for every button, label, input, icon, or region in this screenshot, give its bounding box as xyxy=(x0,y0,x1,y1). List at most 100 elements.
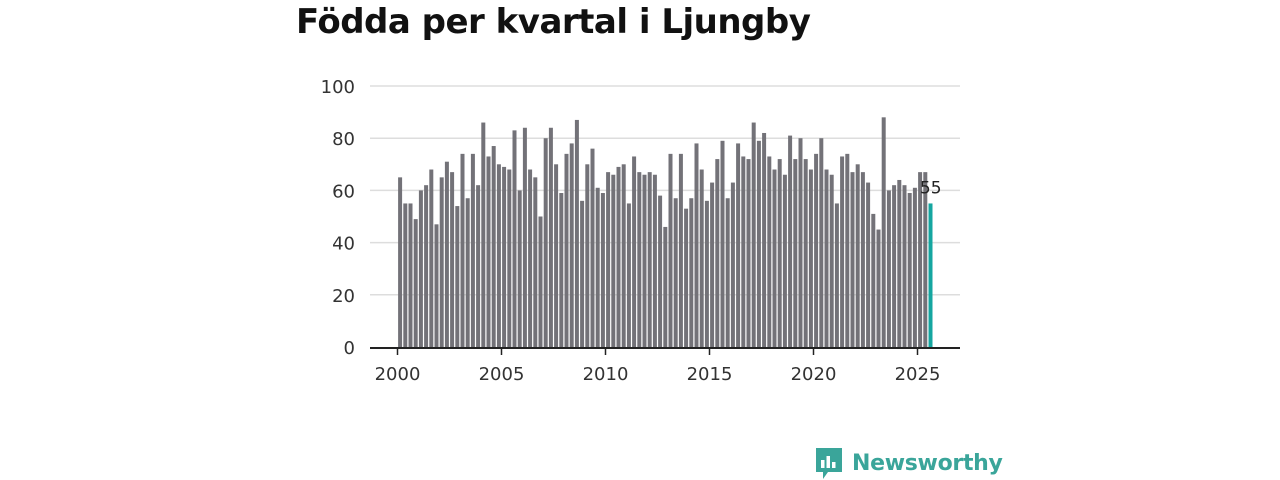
bar xyxy=(460,153,465,347)
bar xyxy=(658,195,663,347)
y-tick-label: 60 xyxy=(332,181,355,202)
bar xyxy=(814,153,819,347)
bar xyxy=(616,166,621,347)
bar xyxy=(512,130,517,347)
bar xyxy=(918,172,923,347)
bar xyxy=(538,216,543,347)
bar xyxy=(429,169,434,347)
bar xyxy=(725,198,730,347)
bar xyxy=(803,159,808,347)
bar xyxy=(595,187,600,347)
bar xyxy=(600,193,605,347)
bar xyxy=(897,179,902,347)
bar xyxy=(788,135,793,347)
bar xyxy=(439,177,444,347)
bar xyxy=(517,190,522,347)
bar xyxy=(470,153,475,347)
bar xyxy=(845,153,850,347)
bar xyxy=(663,226,668,347)
x-tick-label: 2025 xyxy=(895,364,941,385)
bar xyxy=(507,169,512,347)
bars xyxy=(398,117,933,348)
bar xyxy=(585,164,590,347)
bar xyxy=(710,182,715,347)
bar xyxy=(746,159,751,347)
bar xyxy=(777,159,782,347)
bar xyxy=(860,172,865,347)
y-axis-ticks: 0 20 40 60 80 100 xyxy=(321,77,355,359)
bar xyxy=(834,203,839,347)
x-tick-label: 2005 xyxy=(479,364,525,385)
bar xyxy=(892,185,897,347)
bar xyxy=(782,174,787,347)
bar xyxy=(907,193,912,347)
bar xyxy=(554,164,559,347)
y-tick-label: 20 xyxy=(332,286,355,307)
bar xyxy=(886,190,891,347)
bar xyxy=(902,185,907,347)
bar xyxy=(762,132,767,347)
y-tick-label: 80 xyxy=(332,129,355,150)
last-value-label: 55 xyxy=(920,178,942,198)
bar xyxy=(606,172,611,347)
bar xyxy=(876,229,881,347)
bar xyxy=(678,153,683,347)
bar xyxy=(543,138,548,347)
bar xyxy=(751,122,756,347)
y-tick-label: 40 xyxy=(332,234,355,255)
bar xyxy=(741,156,746,347)
bar xyxy=(481,122,486,347)
x-tick-label: 2000 xyxy=(375,364,421,385)
bar xyxy=(444,161,449,347)
bar xyxy=(496,164,501,347)
bar xyxy=(455,206,460,347)
bar xyxy=(720,140,725,347)
bar xyxy=(621,164,626,347)
bar xyxy=(689,198,694,347)
bar xyxy=(772,169,777,347)
bar xyxy=(642,174,647,347)
y-tick-label: 100 xyxy=(321,77,355,98)
bar xyxy=(730,182,735,347)
bar xyxy=(793,159,798,347)
bar xyxy=(923,172,928,347)
bar xyxy=(476,185,481,347)
bar xyxy=(559,193,564,347)
bar xyxy=(408,203,413,347)
bar xyxy=(569,143,574,347)
bar xyxy=(528,169,533,347)
chart-title: Födda per kvartal i Ljungby xyxy=(296,2,811,42)
brand-name: Newsworthy xyxy=(852,450,1003,476)
bar xyxy=(548,127,553,347)
bar xyxy=(522,127,527,347)
x-axis-ticks: 2000 2005 2010 2015 2020 2025 xyxy=(375,348,941,385)
bar xyxy=(491,146,496,347)
bar xyxy=(413,219,418,347)
bar xyxy=(866,182,871,347)
bar xyxy=(637,172,642,347)
bar xyxy=(626,203,631,347)
bar-chart-logo-icon xyxy=(816,448,842,479)
bar xyxy=(403,203,408,347)
bar xyxy=(398,177,403,347)
bar xyxy=(418,190,423,347)
bar xyxy=(684,208,689,347)
bar xyxy=(694,143,699,347)
x-tick-label: 2010 xyxy=(583,364,629,385)
bar xyxy=(465,198,470,347)
bar xyxy=(855,164,860,347)
bar xyxy=(647,172,652,347)
bar xyxy=(652,174,657,347)
bar xyxy=(564,153,569,347)
bar xyxy=(699,169,704,347)
bar xyxy=(424,185,429,347)
bar xyxy=(580,200,585,347)
bar xyxy=(574,119,579,348)
bar xyxy=(590,148,595,347)
bar xyxy=(871,213,876,347)
bar xyxy=(840,156,845,347)
bar xyxy=(824,169,829,347)
bar xyxy=(808,169,813,347)
bar xyxy=(704,200,709,347)
bar xyxy=(533,177,538,347)
